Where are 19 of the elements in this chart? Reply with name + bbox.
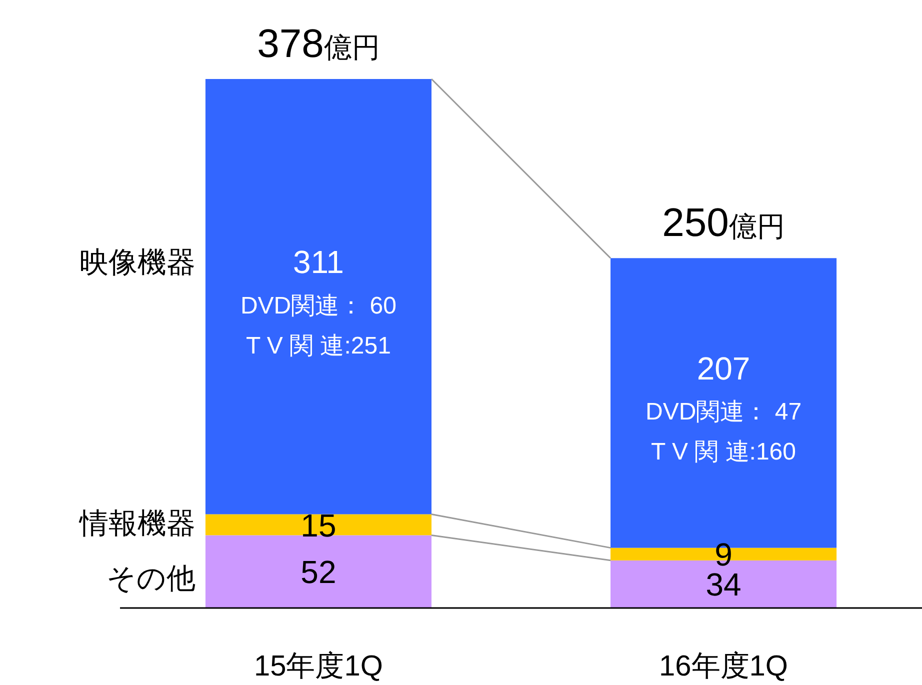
annotation: DVD関連： 60 (240, 292, 396, 320)
total-label: 378億円 (257, 22, 380, 66)
bar (205, 79, 432, 514)
data-label: 207 (696, 350, 750, 386)
x-tick-label: 15年度1Q (254, 650, 383, 682)
series-label: その他 (106, 563, 196, 596)
data-label: 311 (292, 244, 344, 280)
series-label: 映像機器 (79, 247, 196, 280)
data-label: 34 (706, 566, 742, 603)
series-label: 情報機器 (78, 508, 196, 540)
data-label: 52 (300, 554, 336, 590)
bar (205, 535, 432, 608)
annotation: DVD関連： 47 (646, 398, 802, 426)
x-tick-label: 16年度1Q (659, 650, 788, 682)
annotation: T V 関 連:160 (651, 438, 796, 466)
data-label: 15 (300, 507, 336, 544)
annotation: T V 関 連:251 (246, 332, 391, 360)
total-label: 250億円 (662, 201, 785, 246)
bar (205, 514, 432, 536)
